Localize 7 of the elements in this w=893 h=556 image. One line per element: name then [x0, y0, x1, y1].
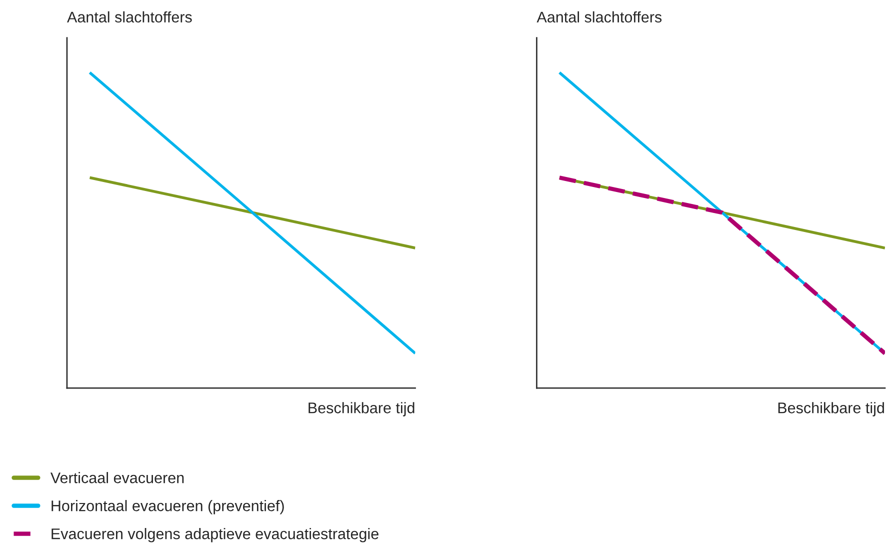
x-axis-title: Beschikbare tijd: [778, 402, 884, 416]
y-axis-title: Aantal slachtoffers: [536, 11, 662, 23]
legend-label: Horizontaal evacueren (preventief): [52, 500, 284, 514]
y-axis-title: Aantal slachtoffers: [67, 11, 192, 23]
legend-label: Evacueren volgens adaptieve evacuatiestrategie: [52, 528, 378, 542]
legend-label: Verticaal evacueren: [50, 472, 184, 484]
x-axis-title: Beschikbare tijd: [308, 402, 414, 416]
